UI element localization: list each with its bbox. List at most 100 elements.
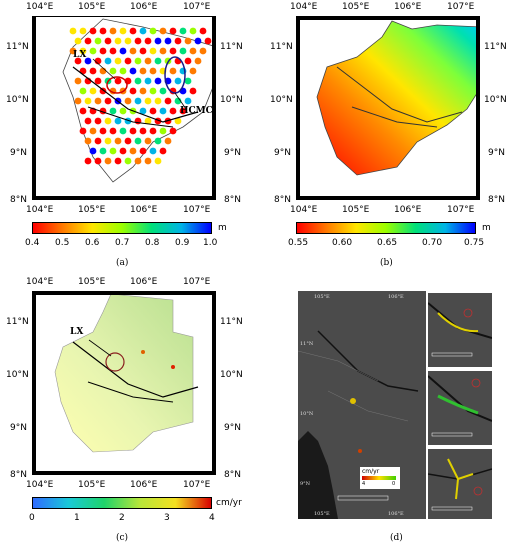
lon-bottom-3: 107°E [447,205,475,215]
d-lon-bottom-1: 106°E [388,511,404,517]
caption: (b) [380,258,393,268]
station-point [129,27,137,35]
station-point [149,107,157,115]
legend-min: 4 [362,481,366,487]
station-point [159,127,167,135]
lat-right-0: 11°N [220,317,243,327]
station-point [144,97,152,105]
colorbar-unit: m [218,223,227,233]
left-border-bar [296,16,300,200]
cb-tick-4: 0.8 [145,238,160,248]
station-point [139,127,147,135]
map-a-svg [62,18,215,183]
station-point [184,97,192,105]
station-point [89,87,97,95]
lon-bottom-1: 105°E [78,205,106,215]
right-border-bar [476,16,480,200]
lat-left-0: 11°N [6,42,29,52]
station-point [154,137,162,145]
station-point [84,157,92,165]
station-point [84,57,92,65]
lon-top-3: 107°E [447,2,475,12]
station-point [94,157,102,165]
station-point [164,37,172,45]
station-point [114,137,122,145]
lat-right-2: 9°N [224,423,241,433]
station-point [159,87,167,95]
cb-tick-2: 0.6 [85,238,100,248]
station-point [164,97,172,105]
lx-label: LX [73,50,87,60]
lon-top-3: 107°E [183,277,211,287]
station-point [134,137,142,145]
station-point [109,107,117,115]
station-point [124,37,132,45]
lon-top-1: 105°E [78,2,106,12]
station-point [129,47,137,55]
station-point [129,127,137,135]
station-point [169,47,177,55]
station-point [149,47,157,55]
station-point [89,67,97,75]
station-point [184,77,192,85]
legend-unit: cm/yr [362,468,380,475]
top-border-bar [32,291,216,295]
modeled-surface [316,20,479,176]
station-point [154,157,162,165]
station-point [129,147,137,155]
station-point [189,47,197,55]
station-point [144,137,152,145]
station-point [124,137,132,145]
lat-right-3: 8°N [224,195,241,205]
lat-left-0: 11°N [270,42,293,52]
lon-bottom-0: 104°E [26,480,54,490]
cb-tick-1: 0.60 [332,238,353,248]
station-point [149,127,157,135]
station-point [119,127,127,135]
lat-left-3: 8°N [10,195,27,205]
station-point [94,137,102,145]
station-point [114,37,122,45]
colorbar [32,497,212,509]
d-lat-0: 11°N [300,341,314,347]
station-point [149,147,157,155]
station-point [109,27,117,35]
station-point [159,47,167,55]
station-point [74,57,82,65]
left-border-bar [32,291,36,475]
station-point [139,47,147,55]
station-point [74,37,82,45]
station-point [154,77,162,85]
lat-left-2: 9°N [10,148,27,158]
right-border-bar [212,16,216,200]
lon-bottom-0: 104°E [26,205,54,215]
panel-d: 105°E 106°E 11°N 10°N 9°N 105°E 106°E cm… [264,275,528,550]
station-point [139,67,147,75]
station-point [94,37,102,45]
lx-label: LX [70,327,84,337]
bottom-border-bar [296,196,480,200]
station-point [104,97,112,105]
station-point [144,37,152,45]
lat-right-3: 8°N [224,470,241,480]
map-b-svg [316,20,479,176]
station-point [104,57,112,65]
lon-bottom-3: 107°E [183,205,211,215]
cb-tick-1: 1 [74,513,80,523]
station-point [179,47,187,55]
d-lon-bottom-0: 105°E [314,511,330,517]
lon-top-2: 106°E [394,2,422,12]
station-point [114,157,122,165]
d-lat-2: 9°N [300,481,311,487]
cb-tick-2: 2 [119,513,125,523]
station-point [94,77,102,85]
station-point [104,37,112,45]
station-point [119,147,127,155]
station-point [79,87,87,95]
station-point [104,157,112,165]
map-frame [296,16,480,200]
station-point [84,137,92,145]
colorbar-unit: cm/yr [216,498,242,508]
lon-bottom-3: 107°E [183,480,211,490]
station-point [109,47,117,55]
